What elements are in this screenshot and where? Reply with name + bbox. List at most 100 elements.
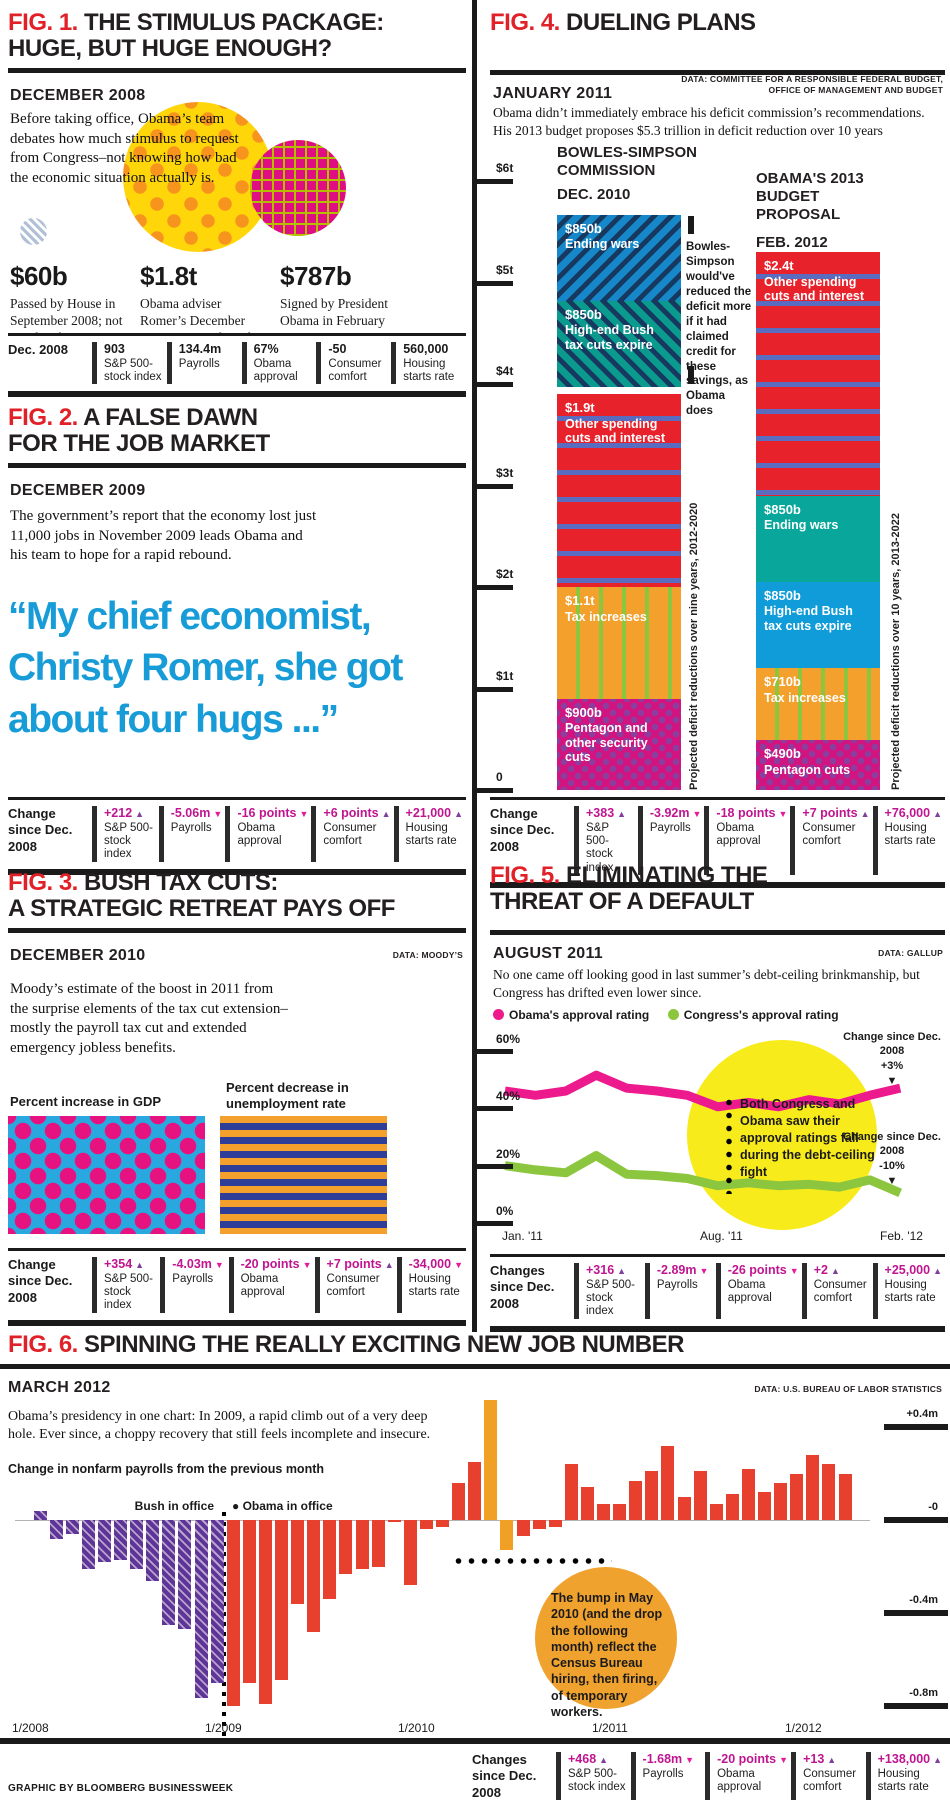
stat-value: +2 ▲ [813,1263,840,1277]
down-arrow-icon: ▼ [789,1266,799,1276]
stat-value: -16 points ▼ [237,806,309,820]
fig2-rule [8,463,466,468]
payroll-bar [114,1520,127,1560]
payroll-bar [822,1464,836,1520]
x-axis-year-label: 1/2009 [205,1721,242,1735]
payroll-bar [81,1520,95,1569]
fig2-number: FIG. 2. [8,404,78,431]
stat-item: -20 points ▼ Obama approval [228,1257,315,1313]
segment-value: $710b [764,674,801,690]
stats-period-label: Change since Dec. 2008 [490,806,555,854]
payroll-bar [307,1520,321,1632]
payroll-bar [758,1492,771,1520]
y-axis-tick [473,1106,513,1112]
fig4-title-text: DUELING PLANS [566,9,756,36]
fig4-title: FIG. 4. DUELING PLANS [490,9,910,36]
legend-congress: Congress's approval rating [667,1008,839,1022]
stat-metric: Payrolls [649,822,691,834]
stat-value: +138,000 ▲ [877,1752,943,1766]
payroll-bar [33,1510,47,1520]
fig4-body: Obama didn’t immediately embrace his def… [493,105,925,138]
fig3-gdp-bignum: +1.1 [8,1116,205,1234]
fig6-data-note: DATA: U.S. BUREAU OF LABOR STATISTICS [754,1384,942,1394]
stat-value: -26 points ▼ [727,1263,799,1277]
stat-item: +6 points ▲ Consumer comfort [311,806,393,862]
fig4-annotation: Bowles-Simpson would've reduced the defi… [686,241,752,418]
payroll-bar [564,1464,578,1520]
payroll-bar [468,1461,482,1520]
x-axis-year-label: 1/2011 [592,1721,628,1735]
approval-lines-svg [504,1070,902,1198]
fig3-rule [8,928,466,933]
payroll-bar [97,1520,111,1562]
stat-metric: Obama approval [717,1768,762,1794]
fig5-default-threat: FIG. 5. ELIMINATING THE THREAT OF A DEFA… [473,860,945,1332]
callout-congress-value: -10% [879,1159,905,1172]
fig3-stats-bar: Change since Dec. 2008 +354 ▲ S&P 500-stock… [8,1248,466,1326]
payroll-bar [741,1468,755,1520]
stat-metric: Consumer comfort [813,1279,867,1305]
callout-obama-value: +3% [880,1059,904,1072]
payroll-bar [790,1473,804,1520]
stat-value: +25,000 ▲ [884,1263,943,1277]
fig6-series-label: Change in nonfarm payrolls from the prev… [8,1462,325,1476]
payroll-bar [693,1471,707,1520]
stat-metric: Obama approval [716,822,761,848]
fig6-title-text: SPINNING THE REALLY EXCITING NEW JOB NUM… [84,1331,684,1358]
payroll-bar [242,1520,256,1683]
fig4-annotation-ibeam-bottom [688,366,694,384]
stat-metric: Housing starts rate [877,1768,929,1794]
segment-desc: Pentagon and other security cuts [565,721,648,764]
stat-item: +138,000 ▲ Housing starts rate [865,1752,945,1800]
stat-item: -34,000 ▼ Housing starts rate [396,1257,466,1313]
bubble-1-8t-value: $1.8t [140,261,197,291]
stat-value: +212 ▲ [104,806,145,820]
fig5-number: FIG. 5. [490,862,560,889]
payroll-bar [645,1471,659,1520]
down-arrow-icon: ▼ [692,809,702,819]
obama-start-dotted-line [222,1512,226,1744]
payroll-bar [725,1494,739,1520]
stat-metric: Payrolls [170,822,212,834]
segment-value: $2.4t [764,258,794,274]
y-axis-tick-label: -0.8m [909,1687,938,1699]
bubble-787b-circle [250,140,346,236]
stat-item: -3.92m ▼ Payrolls [637,806,705,875]
down-arrow-icon: ▼ [299,809,309,819]
up-arrow-icon: ▲ [135,1260,145,1270]
segment-value: $1.9t [565,400,595,416]
y-axis-tick [473,585,513,590]
stat-item: +468 ▲ S&P 500-stock index [556,1752,631,1800]
fig1-stimulus-package: FIG. 1. THE STIMULUS PACKAGE: HUGE, BUT … [8,8,466,398]
fig4-dueling-plans: FIG. 4. DUELING PLANS JANUARY 2011 DATA:… [473,8,945,888]
fig3-body: Moody’s estimate of the boost in 2011 fr… [10,981,288,1056]
fig2-false-dawn: FIG. 2. A FALSE DAWN FOR THE JOB MARKET … [8,395,466,875]
segment-desc: Tax increases [764,690,846,705]
down-arrow-icon: ▼ [213,809,223,819]
stat-metric: S&P 500-stock index [104,1273,154,1312]
y-axis-tick-label: $1t [496,668,514,683]
up-arrow-icon: ▲ [933,1266,943,1276]
fig5-dotted-leader [726,1096,732,1194]
y-axis-tick-label: -0.4m [909,1594,938,1606]
fig3-number: FIG. 3. [8,869,78,896]
stat-metric: S&P 500-stock index [104,822,154,861]
up-arrow-icon: ▲ [599,1755,609,1765]
fig6-job-number: FIG. 6. SPINNING THE REALLY EXCITING NEW… [0,1330,950,1800]
y-axis-tick-label: $2t [496,567,514,581]
stat-metric: Obama approval [727,1279,772,1305]
stat-metric: Housing starts rate [405,822,457,848]
payroll-bar [130,1520,144,1569]
fig4-annotation-ibeam-top [688,216,694,234]
y-axis-tick-label: -0 [928,1501,938,1513]
stats-period-label: Change since Dec. 2008 [8,806,73,854]
up-arrow-icon: ▲ [860,809,870,819]
stat-metric: Payrolls [656,1279,698,1291]
stat-metric: S&P 500-stock index [568,1768,626,1794]
stat-value: +7 points ▲ [326,1257,394,1271]
fig5-line-chart: Both Congress and Obama saw their approv… [473,1030,945,1252]
x-axis-year-label: 1/2010 [398,1721,435,1735]
segment-desc: Tax increases [565,609,647,624]
bubble-1-8t-circle [123,102,273,252]
down-arrow-icon: ▼ [778,809,788,819]
